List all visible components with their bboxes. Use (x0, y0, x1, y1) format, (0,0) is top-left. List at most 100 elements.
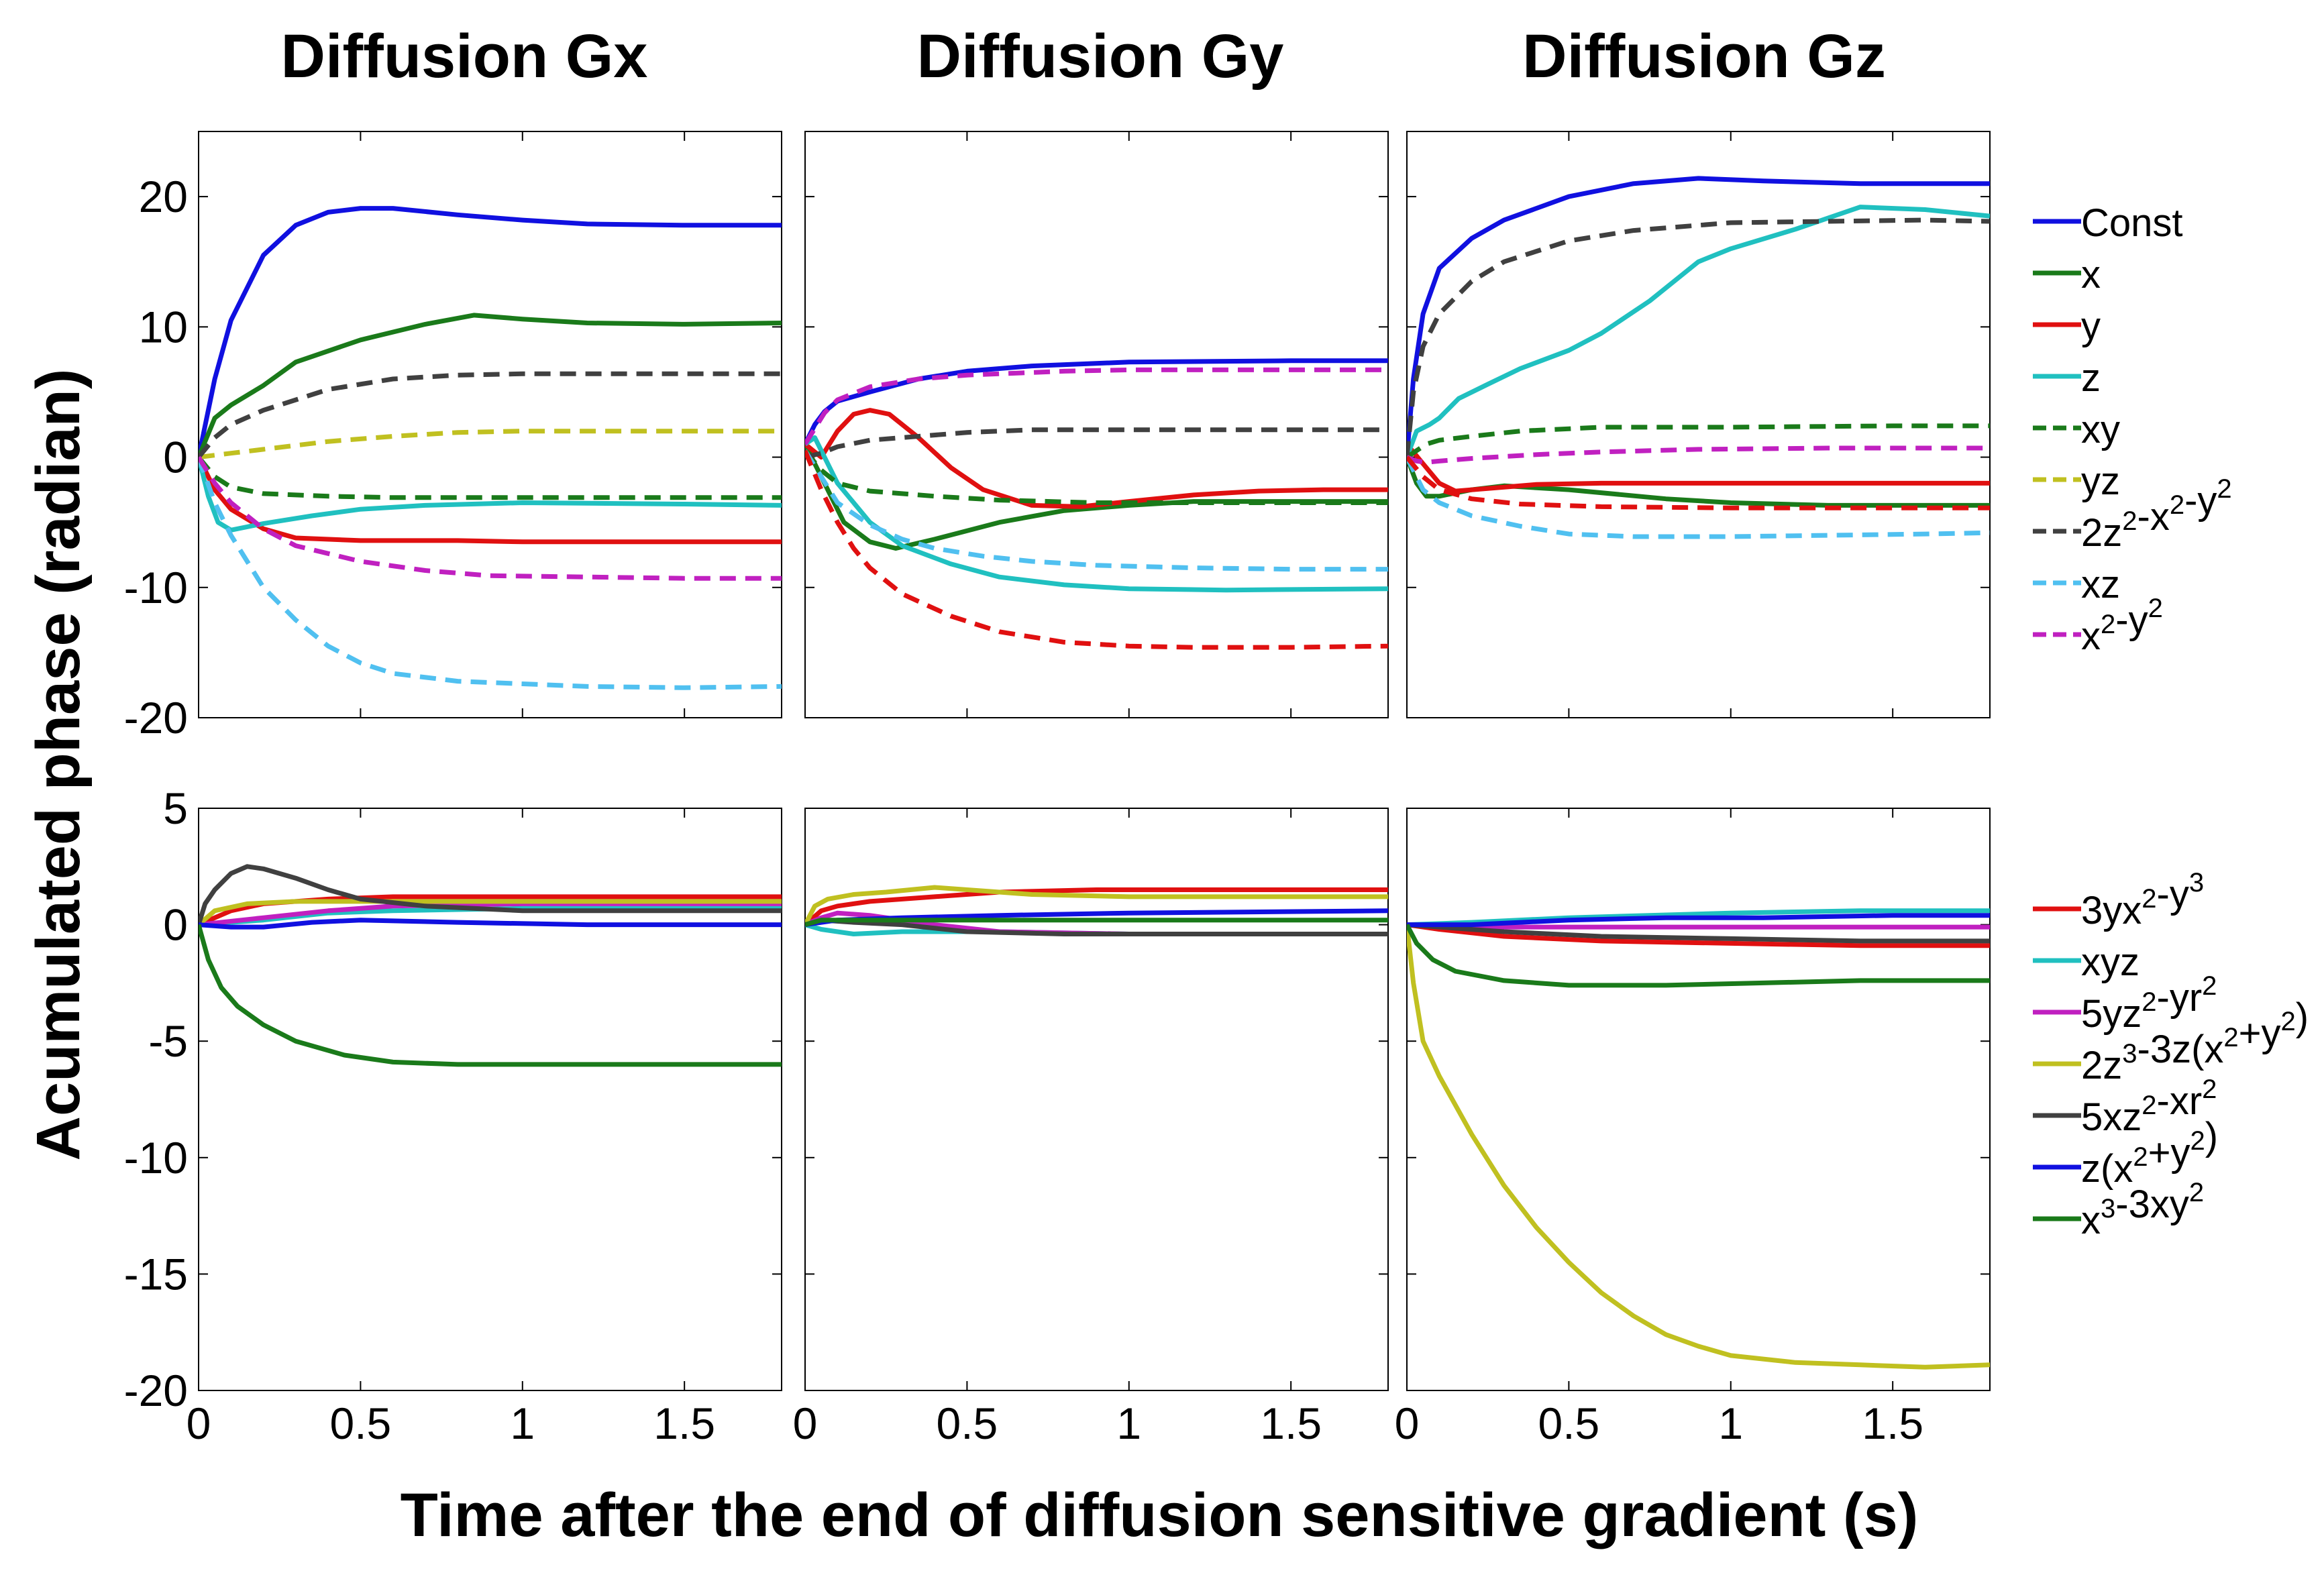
x-tick-label: 0.5 (937, 1399, 998, 1448)
series-x2-y2 (199, 455, 782, 581)
series-z (199, 456, 782, 533)
x-tick-label: 1.5 (1862, 1399, 1923, 1448)
legend-label: 5yz2-yr2 (2081, 971, 2217, 1036)
legend-row1: 3yx2-y3 xyz5yz2-yr22z3-3z(x2+y2)5xz2-xr2z… (2033, 868, 2309, 1242)
series-dashed-red (805, 449, 1388, 650)
series-xz (805, 449, 1388, 572)
series-x (199, 313, 782, 458)
legend-label: 2z3-3z(x2+y2) (2081, 995, 2309, 1087)
legend-label: y (2081, 305, 2101, 348)
legend-entry: x2-y2 (2033, 594, 2163, 658)
series-2z3-3z(x2+y2) (1407, 924, 1990, 1370)
x-tick-label: 0 (187, 1399, 211, 1448)
y-tick-label: 0 (163, 900, 188, 950)
x-tick-label: 0 (1395, 1399, 1420, 1448)
series-2z2-x2-y2 (805, 427, 1388, 459)
panel-row0-col1 (804, 131, 1389, 718)
legend-entry: 5yz2-yr2 (2033, 971, 2217, 1036)
y-tick-label: 0 (163, 433, 188, 482)
series-2z2-x2-y2 (1407, 217, 1990, 457)
series-z(x2+y2) (1407, 913, 1990, 928)
legend-entry: 5xz2-xr2 (2033, 1075, 2217, 1139)
x-tick-label: 1 (1116, 1399, 1141, 1448)
series-xy (805, 449, 1388, 505)
series-dashed-red (1407, 455, 1990, 510)
legend-entry: z (2033, 356, 2101, 400)
series-2z2-x2-y2 (199, 371, 782, 459)
axes-frame (1406, 131, 1991, 718)
y-tick-label: -5 (148, 1016, 188, 1066)
panel-row1-col1: 0 0.5 1 1.5 (793, 808, 1389, 1448)
legend-label: xy (2081, 408, 2120, 451)
x-tick-label: 0.5 (330, 1399, 392, 1448)
series-x3-3xy2 (805, 918, 1388, 927)
series-y (1407, 442, 1990, 494)
series-2z3-3z(x2+y2) (805, 885, 1388, 926)
legend-label: 2z2-x2-y2 (2081, 474, 2232, 555)
legend-entry: yz (2033, 459, 2120, 503)
legend-entry: x3-3xy2 (2033, 1178, 2204, 1242)
legend-entry: Const (2033, 201, 2183, 245)
legend-entry: xy (2033, 408, 2120, 451)
legend-label: 5xz2-xr2 (2081, 1075, 2217, 1139)
series-x2-y2 (805, 367, 1388, 445)
legend-entry: y (2033, 305, 2101, 348)
series-z(x2+y2) (199, 918, 782, 930)
series-xy (199, 455, 782, 500)
legend-label: 3yx2-y3 (2081, 868, 2204, 932)
x-tick-label: 1 (510, 1399, 535, 1448)
series-3yx2-y3 (805, 887, 1388, 927)
x-tick-label: 0.5 (1538, 1399, 1600, 1448)
axes-frame (1406, 808, 1991, 1391)
axes-frame (804, 808, 1389, 1391)
series-5xz2-xr2 (199, 864, 782, 926)
y-axis-title: Acumulated phase (radian) (24, 369, 93, 1161)
legend-label: x (2081, 253, 2101, 296)
series-y (805, 408, 1388, 509)
legend-label: x2-y2 (2081, 594, 2163, 658)
y-tick-label: 10 (139, 302, 188, 351)
series-x2-y2 (1407, 445, 1990, 465)
legend-entry: 2z2-x2-y2 (2033, 474, 2232, 555)
series-xy (1407, 423, 1990, 459)
series-Const (1407, 176, 1990, 457)
panel-row0-col0: 20 10 0 -10 -20 (124, 131, 782, 743)
column-title-gx: Diffusion Gx (281, 22, 648, 91)
series-y (199, 456, 782, 545)
axes-frame (804, 131, 1389, 718)
series-x3-3xy2 (1407, 923, 1990, 988)
y-tick-label: 5 (163, 783, 188, 833)
legend-label: xz (2081, 563, 2120, 606)
y-tick-label: -15 (124, 1249, 188, 1299)
legend-label: xyz (2081, 940, 2140, 984)
panel-row1-col2: 0 0.5 1 1.5 (1395, 808, 1991, 1448)
legend-label: z (2081, 356, 2101, 400)
y-tick-label: -20 (124, 693, 188, 743)
legend-label: yz (2081, 459, 2120, 503)
x-tick-label: 1 (1718, 1399, 1743, 1448)
x-tick-label: 1.5 (653, 1399, 715, 1448)
y-tick-label: -10 (124, 563, 188, 612)
x-axis-title: Time after the end of diffusion sensitiv… (401, 1481, 1919, 1549)
legend-entry: 3yx2-y3 (2033, 868, 2204, 932)
legend-label: Const (2081, 201, 2183, 245)
y-tick-label: -20 (124, 1366, 188, 1415)
series-Const (199, 206, 782, 458)
column-titles: Diffusion Gx Diffusion Gy Diffusion Gz (281, 22, 1886, 91)
column-title-gz: Diffusion Gz (1522, 22, 1886, 91)
legend-entry: 2z3-3z(x2+y2) (2033, 995, 2309, 1087)
x-tick-label: 0 (793, 1399, 818, 1448)
x-tick-label: 1.5 (1260, 1399, 1322, 1448)
legend-label: x3-3xy2 (2081, 1178, 2204, 1242)
legend-entry: xz (2033, 563, 2120, 606)
legend-entry: z(x2+y2) (2033, 1115, 2218, 1191)
panel-row0-col2 (1406, 131, 1991, 718)
legends: Constxyzxyyz2z2-x2-y2xzx2-y23yx2-y3xyz5y… (2033, 201, 2309, 1242)
series-2z3-3z(x2+y2) (199, 899, 782, 927)
series-xz (199, 456, 782, 690)
series-z (805, 435, 1388, 593)
y-tick-label: -10 (124, 1133, 188, 1183)
